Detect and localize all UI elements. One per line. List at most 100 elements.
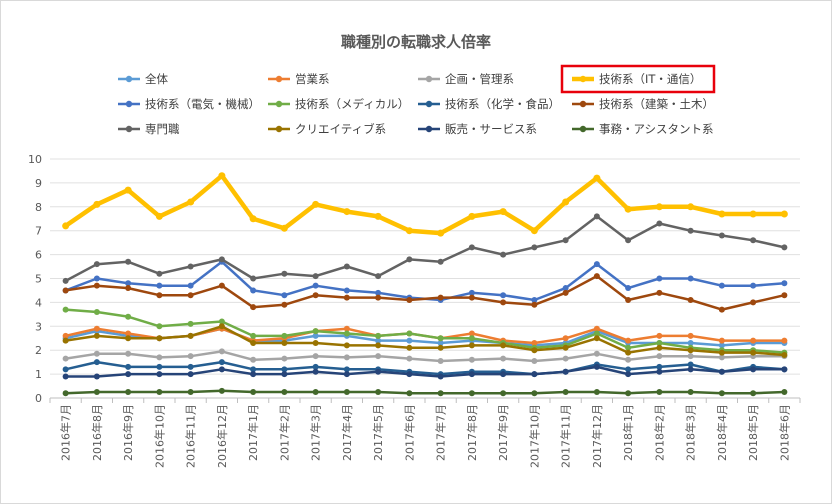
data-point bbox=[468, 294, 475, 301]
data-point bbox=[312, 328, 319, 335]
data-point bbox=[125, 335, 132, 342]
series-line bbox=[65, 365, 785, 378]
data-point bbox=[562, 389, 569, 396]
data-point bbox=[500, 390, 507, 397]
data-point bbox=[281, 332, 288, 339]
data-point bbox=[281, 371, 288, 378]
data-point bbox=[499, 208, 507, 216]
x-tick-label: 2017年10月 bbox=[527, 404, 541, 468]
data-point bbox=[187, 332, 194, 339]
data-point bbox=[93, 275, 100, 282]
data-point bbox=[687, 297, 694, 304]
data-point bbox=[312, 273, 319, 280]
data-point bbox=[531, 244, 538, 251]
data-point bbox=[687, 275, 694, 282]
x-tick-label: 2017年7月 bbox=[434, 404, 448, 461]
data-point bbox=[593, 335, 600, 342]
x-tick-label: 2018年4月 bbox=[715, 404, 729, 461]
x-axis: 2016年7月 2016年8月 2016年9月 2016年10月 2016年11月 201… bbox=[49, 398, 801, 468]
data-point bbox=[125, 389, 132, 396]
data-point bbox=[187, 320, 194, 327]
data-point bbox=[62, 355, 69, 362]
data-point bbox=[781, 366, 788, 373]
data-point bbox=[312, 200, 320, 208]
data-point bbox=[250, 371, 257, 378]
y-tick-label: 2 bbox=[35, 344, 42, 357]
data-point bbox=[343, 354, 350, 361]
y-tick-label: 9 bbox=[35, 177, 42, 190]
data-point bbox=[562, 355, 569, 362]
series-line bbox=[65, 308, 785, 354]
data-point bbox=[468, 244, 475, 251]
data-point bbox=[531, 357, 538, 364]
legend-item: 技術系（IT・通信） bbox=[560, 64, 716, 94]
data-point bbox=[343, 208, 351, 216]
data-point bbox=[437, 229, 445, 237]
data-point bbox=[625, 390, 632, 397]
data-point bbox=[406, 371, 413, 378]
data-point bbox=[250, 366, 257, 373]
data-point bbox=[750, 299, 757, 306]
data-point bbox=[187, 371, 194, 378]
legend-item: 全体 bbox=[118, 72, 168, 86]
data-point bbox=[375, 289, 382, 296]
data-point bbox=[468, 356, 475, 363]
data-point bbox=[593, 174, 601, 182]
data-point bbox=[468, 390, 475, 397]
data-point bbox=[500, 371, 507, 378]
data-point bbox=[218, 282, 225, 289]
data-point bbox=[62, 366, 69, 373]
data-point bbox=[562, 344, 569, 351]
data-point bbox=[93, 261, 100, 268]
legend-item: 事務・アシスタント系 bbox=[572, 122, 714, 136]
data-point bbox=[656, 368, 663, 375]
legend: 全体 営業系 企画・管理系 技術系（IT・通信） 技術系（電気・機械） 技術系（メディカル… bbox=[118, 64, 716, 136]
data-point bbox=[156, 363, 163, 370]
data-point bbox=[125, 258, 132, 265]
data-point bbox=[250, 304, 257, 311]
legend-item: 営業系 bbox=[268, 72, 330, 86]
data-point bbox=[718, 210, 726, 218]
data-point bbox=[749, 210, 757, 218]
data-point bbox=[625, 371, 632, 378]
data-point bbox=[687, 389, 694, 396]
data-point bbox=[687, 353, 694, 360]
data-point bbox=[406, 390, 413, 397]
data-point bbox=[281, 270, 288, 277]
data-point bbox=[750, 366, 757, 373]
legend-highlight-box bbox=[560, 64, 716, 94]
data-point bbox=[531, 301, 538, 308]
data-point bbox=[500, 292, 507, 299]
y-tick-label: 5 bbox=[35, 273, 42, 286]
x-tick-label: 2017年2月 bbox=[277, 404, 291, 461]
data-point bbox=[656, 275, 663, 282]
data-point bbox=[312, 282, 319, 289]
data-point bbox=[593, 330, 600, 337]
x-tick-label: 2017年9月 bbox=[496, 404, 510, 461]
data-point bbox=[562, 335, 569, 342]
data-point bbox=[531, 340, 538, 347]
data-point bbox=[406, 330, 413, 337]
data-point bbox=[312, 368, 319, 375]
data-point bbox=[437, 258, 444, 265]
data-point bbox=[343, 263, 350, 270]
x-tick-label: 2016年11月 bbox=[184, 404, 198, 468]
legend-swatch-marker bbox=[275, 75, 283, 83]
data-point bbox=[250, 340, 257, 347]
data-point bbox=[156, 323, 163, 330]
data-point bbox=[625, 349, 632, 356]
data-point bbox=[125, 371, 132, 378]
data-point bbox=[93, 332, 100, 339]
data-point bbox=[406, 297, 413, 304]
data-point bbox=[312, 340, 319, 347]
x-tick-label: 2017年5月 bbox=[371, 404, 385, 461]
legend-swatch-marker bbox=[275, 125, 283, 133]
data-point bbox=[218, 387, 225, 394]
x-tick-label: 2017年4月 bbox=[340, 404, 354, 461]
data-point bbox=[375, 332, 382, 339]
data-point bbox=[625, 297, 632, 304]
data-point bbox=[375, 294, 382, 301]
data-point bbox=[655, 203, 663, 211]
data-point bbox=[562, 285, 569, 292]
